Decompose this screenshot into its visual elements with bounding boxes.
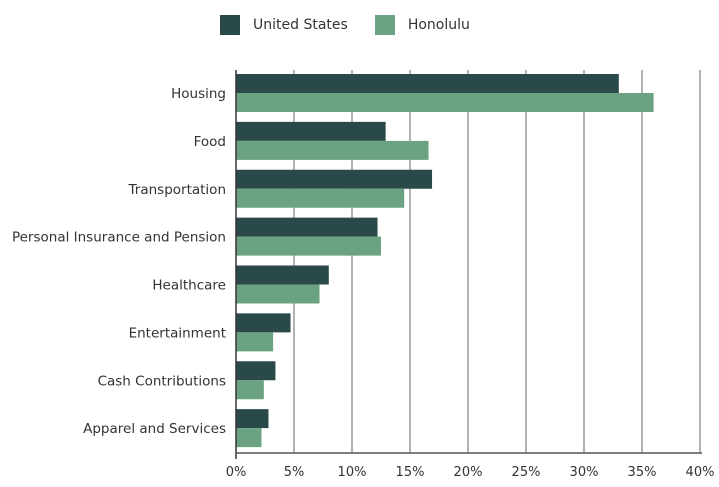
bar-honolulu [236,284,320,304]
category-label: Cash Contributions [98,373,226,389]
bars [236,74,654,448]
category-label: Food [194,134,226,150]
bar-united-states [236,361,276,381]
x-tick-label: 25% [512,465,541,480]
bar-honolulu [236,140,429,160]
x-tick-label: 40% [686,465,715,480]
bar-honolulu [236,236,381,256]
x-tick-label: 30% [570,465,599,480]
x-tick-label: 15% [396,465,425,480]
category-label: Housing [171,86,226,102]
bar-honolulu [236,93,654,112]
legend: United States Honolulu [220,15,497,35]
axes [235,70,702,459]
x-tick-label: 0% [226,465,247,480]
category-label: Transportation [128,182,226,198]
x-tick-label: 20% [454,465,483,480]
bar-honolulu [236,188,405,208]
category-label: Personal Insurance and Pension [12,230,226,246]
legend-swatch-honolulu [374,15,395,35]
bar-honolulu [236,380,264,400]
x-tick-label: 10% [338,465,367,480]
category-label: Healthcare [152,278,226,294]
category-label: Entertainment [129,325,226,341]
category-label: Apparel and Services [83,421,226,437]
legend-item-united-states: United States [220,15,348,35]
bar-honolulu [236,332,274,352]
legend-swatch-united-states [220,15,240,35]
legend-label-united-states: United States [253,17,348,33]
bar-united-states [236,217,378,237]
bar-united-states [236,74,619,93]
gridlines [293,70,701,453]
x-tick-labels: 0% 5% 10% 15% 20% 25% 30% 35% 40% [226,465,715,480]
bar-united-states [236,409,269,429]
bar-honolulu [236,428,262,448]
x-tick-label: 5% [284,465,305,480]
category-labels: Housing Food Transportation Personal Insura… [12,86,226,437]
legend-label-honolulu: Honolulu [407,17,470,33]
legend-item-honolulu: Honolulu [374,15,470,35]
bar-united-states [236,313,291,333]
x-tick-label: 35% [628,465,657,480]
bar-united-states [236,169,433,189]
bar-united-states [236,265,329,285]
bar-united-states [236,121,386,141]
